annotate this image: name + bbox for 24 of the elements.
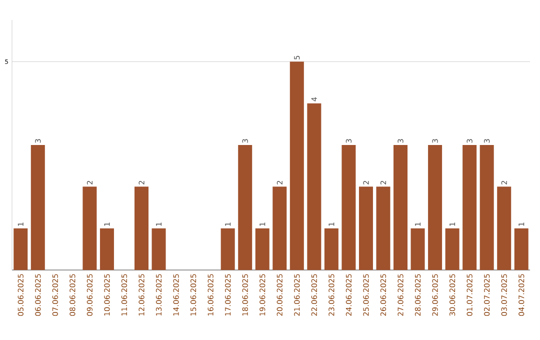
bar xyxy=(272,186,287,270)
bar xyxy=(134,186,148,270)
bar xyxy=(394,145,408,270)
bar xyxy=(324,228,338,270)
bar xyxy=(358,186,373,270)
bar xyxy=(255,228,270,270)
bar xyxy=(220,228,235,270)
bar xyxy=(238,145,252,270)
bar xyxy=(445,228,460,270)
bar xyxy=(82,186,97,270)
bar xyxy=(497,186,512,270)
bar xyxy=(342,145,356,270)
bar xyxy=(428,145,442,270)
bar xyxy=(100,228,114,270)
bar xyxy=(30,145,45,270)
bar xyxy=(290,62,304,270)
bar xyxy=(376,186,390,270)
bar xyxy=(410,228,425,270)
bar xyxy=(462,145,477,270)
bar xyxy=(152,228,166,270)
bar xyxy=(307,103,322,270)
bar xyxy=(514,228,528,270)
bar xyxy=(480,145,494,270)
bar xyxy=(14,228,28,270)
